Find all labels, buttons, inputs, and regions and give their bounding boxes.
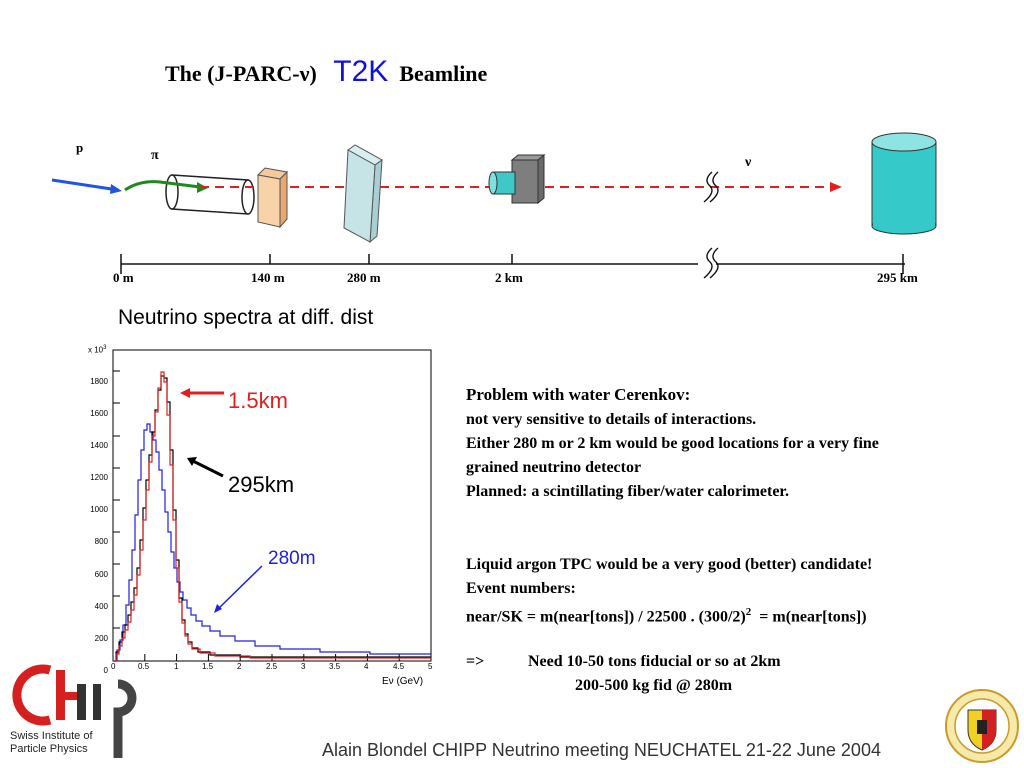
label-280m: 280m — [268, 548, 316, 569]
label-neutrino: ν — [745, 155, 752, 170]
x-tick-label: 0.5 — [138, 662, 150, 671]
notes-line: 200-500 kg fid @ 280m — [575, 677, 733, 694]
seal-emblem — [977, 720, 987, 734]
notes-line: Event numbers: — [466, 580, 576, 597]
formula-part: = m(near[tons]) — [751, 608, 867, 626]
chipp-logo-c — [12, 664, 52, 726]
x-tick-label: 2.5 — [266, 662, 278, 671]
y-tick-label: 0 — [103, 665, 108, 675]
notes-line: Need 10-50 tons fiducial or so at 2km — [528, 653, 781, 670]
formula-exponent: 2 — [745, 606, 752, 618]
y-tick-label: 600 — [94, 569, 108, 579]
y-tick-labels: 1800 1600 1400 1200 1000 800 600 400 200… — [86, 366, 108, 687]
spectra-plot — [112, 349, 432, 662]
formula-part: near/SK = m(near[tons]) / 22500 . (300/2… — [466, 608, 746, 626]
label-pion: π — [151, 148, 159, 163]
distance-label-0m: 0 m — [113, 270, 134, 285]
notes-line: grained neutrino detector — [466, 459, 642, 476]
arrow-295km — [192, 459, 224, 478]
distance-label-140m: 140 m — [251, 270, 285, 285]
y-tick-label: 1000 — [90, 505, 108, 515]
x-tick-label: 3 — [301, 662, 306, 671]
pion-arrow — [124, 180, 201, 192]
y-multiplier-exponent: 3 — [103, 345, 107, 351]
distance-label-295km: 295 km — [877, 270, 918, 285]
proton-arrowhead — [110, 184, 122, 194]
near-detector-280m — [343, 144, 383, 244]
chipp-logo-p — [113, 679, 137, 758]
plot-frame — [112, 349, 432, 662]
university-seal — [945, 689, 1019, 763]
y-tick-label: 400 — [94, 601, 108, 611]
chipp-logo-r — [93, 684, 101, 720]
notes-line: Either 280 m or 2 km would be good locat… — [466, 435, 879, 452]
y-tick-label: 200 — [94, 633, 108, 643]
y-multiplier-base: x 10 — [88, 345, 104, 355]
beamline-diagram — [51, 132, 937, 279]
notes-line: Planned: a scintillating fiber/water cal… — [466, 483, 790, 500]
label-proton: p — [76, 140, 84, 155]
label-1-5km: 1.5km — [228, 388, 288, 413]
x-tick-label: 5 — [428, 662, 433, 671]
title-highlight: T2K — [333, 55, 389, 88]
break-mark — [703, 171, 713, 203]
distance-label-2km: 2 km — [495, 270, 523, 285]
proton-arrow — [51, 178, 119, 192]
y-tick-label: 800 — [94, 537, 108, 547]
x-tick-label: 2 — [237, 662, 242, 671]
y-tick-label: 1200 — [90, 473, 108, 483]
notes-heading-water-cerenkov: Problem with water Cerenkov: — [466, 385, 691, 404]
y-tick-label: 1600 — [90, 409, 108, 419]
x-tick-label: 4.5 — [393, 662, 405, 671]
notes-arrow: => — [466, 653, 485, 670]
spectrum-red-curve — [113, 371, 431, 662]
x-tick-label: 1 — [174, 662, 179, 671]
notes-line: not very sensitive to details of interac… — [466, 411, 757, 428]
chipp-logo — [12, 664, 137, 758]
beam-arrowhead — [830, 182, 842, 192]
detector-2km — [488, 153, 546, 205]
notes-line: Liquid argon TPC would be a very good (b… — [466, 556, 873, 573]
x-tick-label: 3.5 — [329, 662, 341, 671]
break-mark — [709, 171, 719, 203]
logo-caption-line: Swiss Institute of — [10, 730, 93, 742]
spectrum-blue-curve — [113, 423, 431, 662]
title-prefix: The (J-PARC-ν) — [165, 61, 317, 86]
x-tick-label: 1.5 — [202, 662, 214, 671]
spectra-heading: Neutrino spectra at diff. dist — [118, 306, 374, 329]
super-kamiokande-detector — [871, 132, 937, 235]
title-suffix: Beamline — [399, 61, 488, 86]
label-295km: 295km — [228, 472, 295, 497]
arrow-280m — [217, 565, 263, 610]
beam-dump — [256, 167, 289, 229]
chipp-logo-i — [77, 684, 86, 720]
logo-caption-line: Particle Physics — [10, 743, 88, 755]
y-tick-label: 1800 — [90, 377, 108, 386]
distance-label-280m: 280 m — [347, 270, 381, 285]
y-axis-ticks — [113, 370, 120, 629]
x-tick-label: 0 — [111, 662, 116, 671]
y-tick-label: 1400 — [90, 441, 108, 451]
x-tick-label: 4 — [364, 662, 369, 671]
chipp-logo-h-bar — [56, 692, 81, 700]
notes-formula: near/SK = m(near[tons]) / 22500 . (300/2… — [466, 600, 867, 629]
footer-text: Alain Blondel CHIPP Neutrino meeting NEU… — [322, 740, 881, 760]
y-multiplier: x 103 — [88, 345, 106, 355]
axis-break-mark — [709, 247, 719, 279]
x-axis-label: Eν (GeV) — [382, 676, 424, 687]
chipp-logo-caption: Swiss Institute of Particle Physics — [10, 730, 93, 756]
axis-break-mark — [703, 247, 713, 279]
page-title: The (J-PARC-ν) T2K Beamline — [165, 55, 487, 89]
